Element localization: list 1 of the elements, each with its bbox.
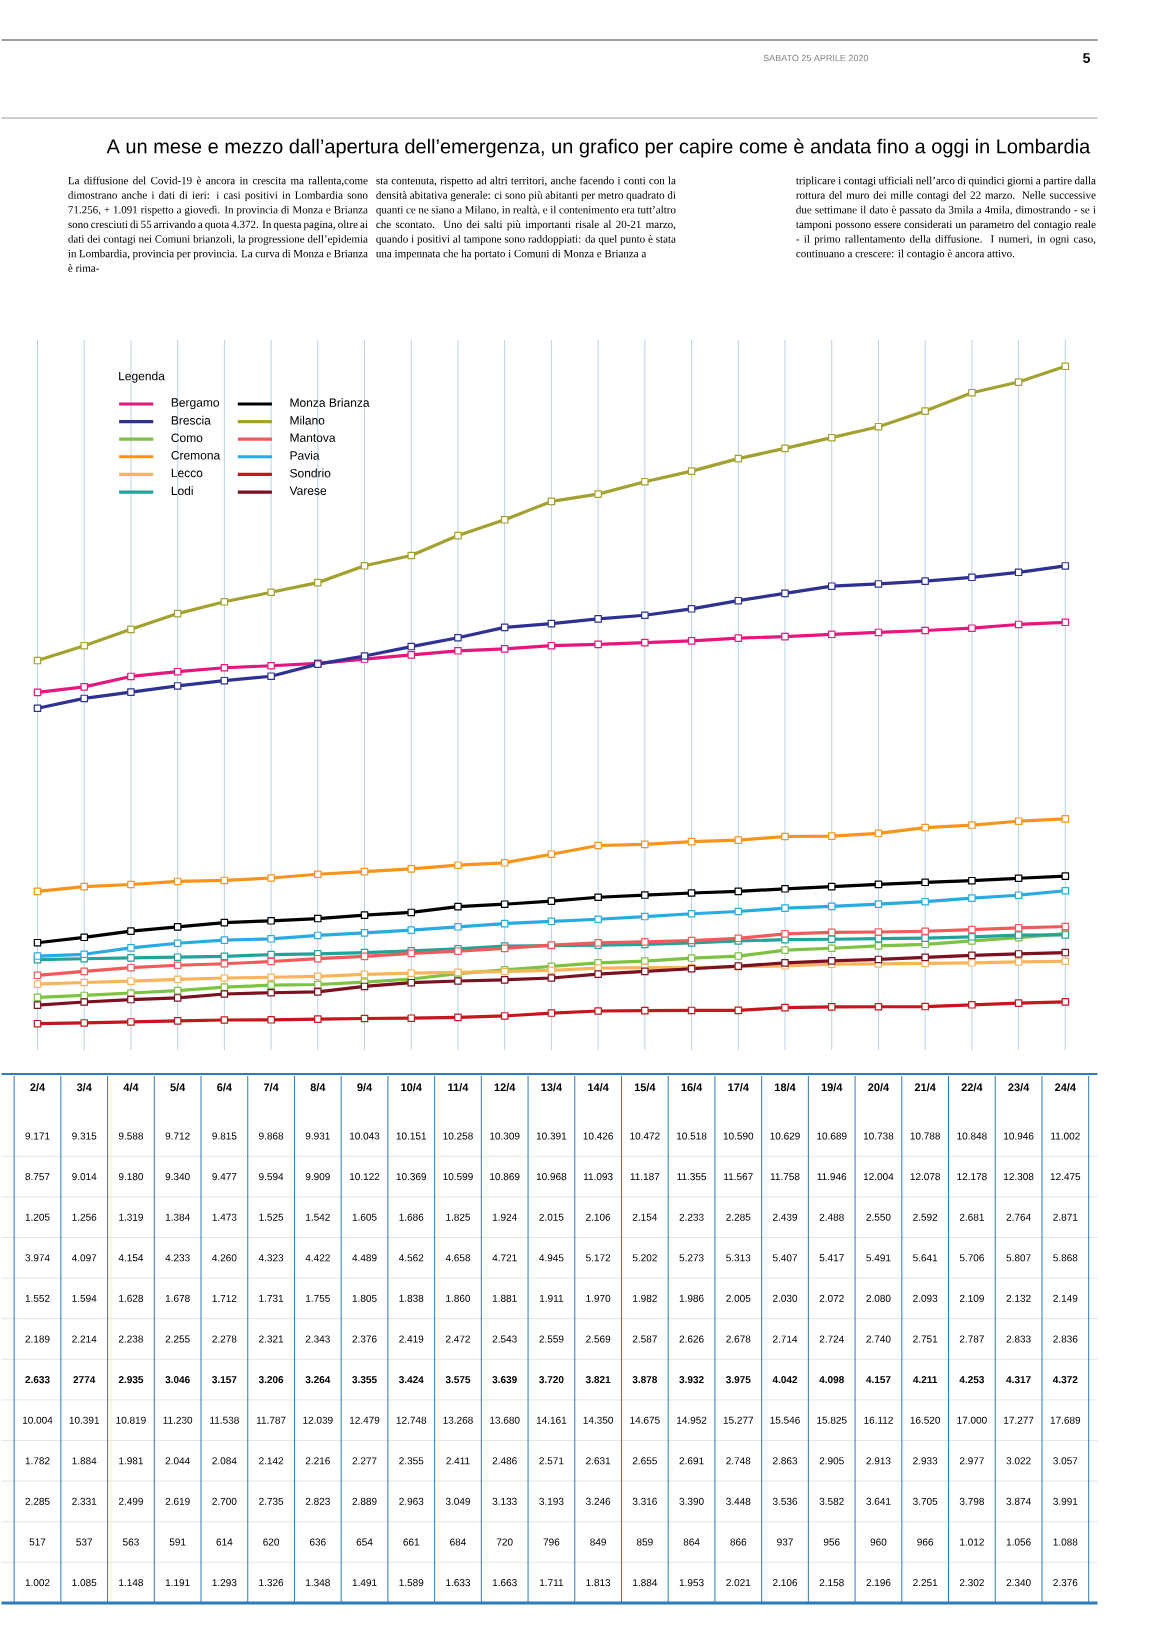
chart-title: A un mese e mezzo dall’apertura dell’emergenza, un grafico per capire come è andata fino a oggi in Lombardia xyxy=(106,138,1091,158)
